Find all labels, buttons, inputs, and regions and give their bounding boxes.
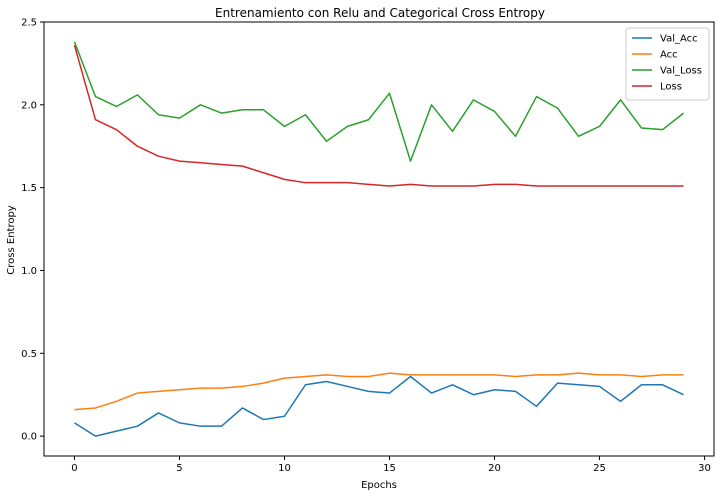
series-layer bbox=[73, 41, 685, 437]
x-tick-label: 0 bbox=[71, 463, 77, 474]
y-axis-label: Cross Entropy bbox=[6, 205, 17, 275]
legend-box bbox=[625, 27, 710, 101]
y-axis: 0.0 0.5 1.0 1.5 2.0 2.5 bbox=[21, 18, 44, 443]
y-tick-label: 0.5 bbox=[21, 349, 37, 360]
legend-label: Acc bbox=[660, 50, 678, 61]
x-tick-label: 10 bbox=[278, 463, 291, 474]
y-tick-label: 0.0 bbox=[21, 432, 37, 443]
series-line-val-loss bbox=[73, 41, 685, 162]
y-tick-label: 2.0 bbox=[21, 100, 37, 111]
y-tick-label: 2.5 bbox=[21, 18, 37, 29]
x-tick-label: 30 bbox=[698, 463, 711, 474]
x-axis: 0 5 10 15 20 25 30 bbox=[71, 456, 711, 474]
series-line-val-acc bbox=[74, 375, 684, 437]
x-tick-label: 5 bbox=[176, 463, 182, 474]
x-axis-label: Epochs bbox=[361, 480, 397, 491]
x-tick-label: 20 bbox=[488, 463, 501, 474]
series-line-loss bbox=[73, 44, 684, 187]
y-tick-label: 1.5 bbox=[21, 183, 37, 194]
y-tick-label: 1.0 bbox=[21, 266, 37, 277]
legend-label: Val_Acc bbox=[660, 34, 698, 45]
x-tick-label: 15 bbox=[383, 463, 396, 474]
series-line-acc bbox=[74, 372, 684, 411]
legend: Val_Acc Acc Val_Loss Loss bbox=[625, 27, 710, 101]
legend-label: Loss bbox=[660, 82, 682, 93]
plot-area bbox=[43, 21, 715, 457]
legend-label: Val_Loss bbox=[660, 66, 702, 77]
x-tick-label: 25 bbox=[593, 463, 606, 474]
chart-title: Entrenamiento con Relu and Categorical C… bbox=[215, 6, 545, 20]
